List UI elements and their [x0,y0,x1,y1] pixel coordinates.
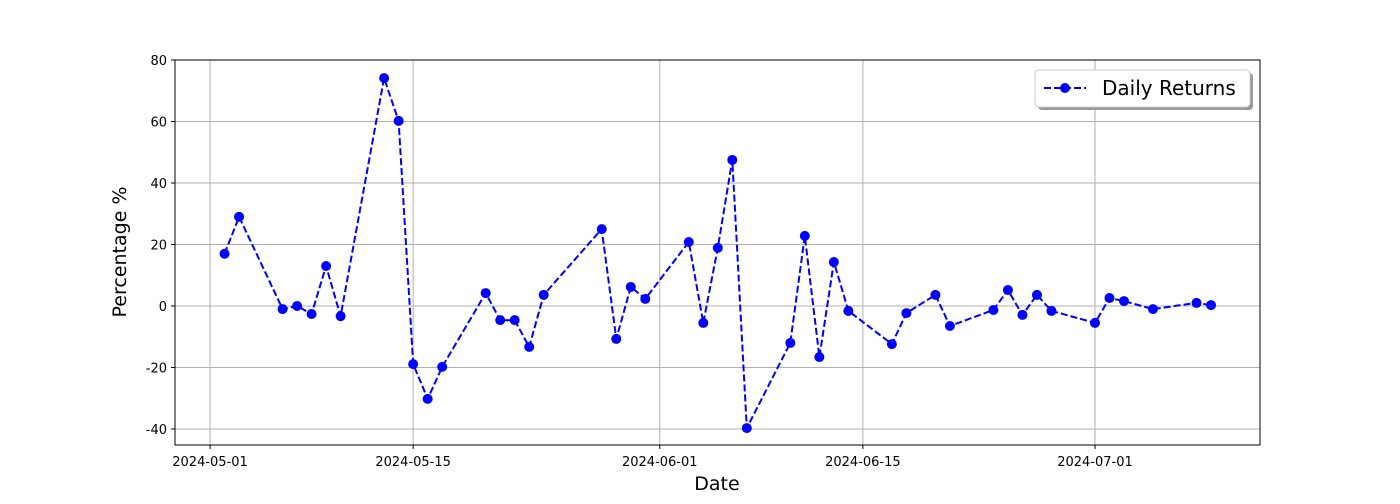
data-point [1046,305,1057,316]
data-point [640,293,651,304]
x-tick-label: 2024-05-01 [172,455,248,470]
data-point [930,289,941,300]
data-point [901,308,912,319]
data-point [379,73,390,84]
data-point [988,305,999,316]
data-point [712,242,723,253]
y-axis-ticks: -40 -20 0 20 40 60 80 [146,54,175,438]
y-tick-label: 80 [150,54,167,69]
data-point [219,248,230,259]
y-tick-label: 20 [150,239,167,254]
data-point [1031,289,1042,300]
data-point [944,320,955,331]
data-point [321,261,332,272]
data-point [611,333,622,344]
data-point [1089,317,1100,328]
data-point [234,211,245,222]
data-point [437,361,448,372]
data-point [727,154,738,165]
data-point [683,237,694,248]
data-point [596,224,607,235]
plot-frame [174,59,1261,446]
data-point [1104,293,1115,304]
data-point [698,317,709,328]
series-daily-returns [219,73,1217,434]
data-point [292,301,303,312]
x-axis-ticks: 2024-05-01 2024-05-15 2024-06-01 2024-06-15… [172,445,1133,470]
data-point [277,304,288,315]
legend-marker [1060,83,1070,93]
y-tick-label: 40 [150,177,167,192]
legend: Daily Returns [1034,69,1253,110]
data-point [509,315,520,326]
legend-box [1034,69,1251,108]
data-point [335,311,346,322]
data-point [1002,285,1013,296]
data-point [524,341,535,352]
x-axis-label: Date [694,473,739,495]
y-tick-label: 0 [159,300,167,315]
data-point [408,359,419,370]
x-tick-label: 2024-06-15 [825,455,901,470]
data-point [785,337,796,348]
data-point [495,315,506,326]
y-tick-label: 60 [150,116,167,131]
data-point [886,339,897,350]
data-point [1191,297,1202,308]
data-point [843,305,854,316]
data-point [306,309,317,320]
data-point [1206,300,1217,311]
data-point [1017,309,1028,320]
data-point [538,289,549,300]
y-tick-label: -20 [146,362,167,377]
legend-label: Daily Returns [1102,76,1236,100]
data-point [741,423,752,434]
series-line [223,74,1212,432]
y-tick-label: -40 [146,423,167,438]
data-point [422,393,433,404]
data-point [799,230,810,241]
data-point [625,281,636,292]
y-axis-label: Percentage % [109,187,131,318]
x-tick-label: 2024-07-01 [1057,455,1133,470]
data-point [1118,296,1129,307]
data-point [1148,304,1159,315]
data-point [828,257,839,268]
x-tick-label: 2024-05-15 [375,455,451,470]
data-point [393,115,404,126]
data-point [480,288,491,299]
x-tick-label: 2024-06-01 [622,455,698,470]
data-point [814,352,825,363]
